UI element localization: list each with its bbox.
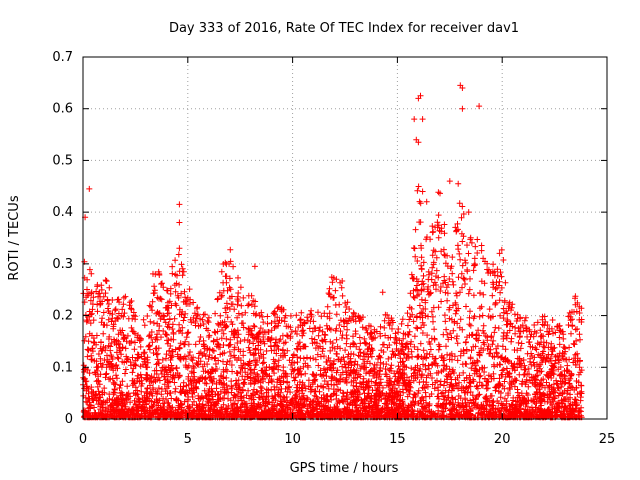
y-tick-label: 0: [65, 412, 73, 427]
x-tick-label: 25: [599, 432, 616, 447]
plot-frame: [82, 56, 608, 420]
x-tick-label: 10: [284, 432, 301, 447]
y-tick-label: 0.3: [52, 257, 73, 272]
y-tick-labels: 0 0.1 0.2 0.3 0.4 0.5 0.6 0.7: [52, 50, 73, 427]
y-tick-label: 0.4: [52, 205, 73, 220]
x-axis-label: GPS time / hours: [290, 461, 399, 476]
x-tick-label: 5: [184, 432, 192, 447]
axis-ticks: [82, 56, 608, 420]
y-tick-label: 0.2: [52, 309, 73, 324]
y-tick-label: 0.1: [52, 360, 73, 375]
y-axis-label: ROTI / TECUs: [7, 195, 22, 280]
x-tick-label: 20: [494, 432, 511, 447]
x-tick-label: 15: [389, 432, 406, 447]
data-points: [80, 82, 585, 421]
chart-title: Day 333 of 2016, Rate Of TEC Index for r…: [169, 21, 519, 36]
x-tick-labels: 0 5 10 15 20 25: [79, 432, 615, 447]
y-tick-label: 0.6: [52, 102, 73, 117]
y-tick-label: 0.5: [52, 153, 73, 168]
roti-data-points: [80, 82, 585, 421]
y-tick-label: 0.7: [52, 50, 73, 65]
x-tick-label: 0: [79, 432, 87, 447]
